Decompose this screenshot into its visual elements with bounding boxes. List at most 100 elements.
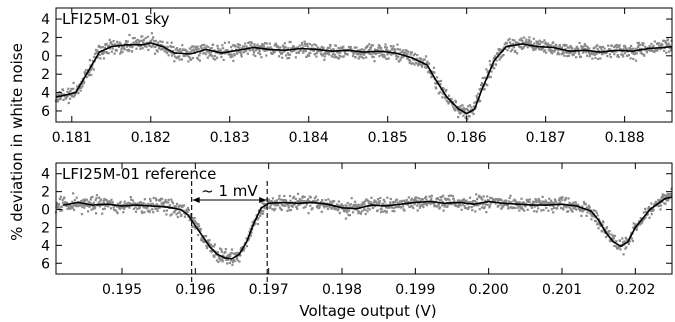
noise-point: [398, 48, 402, 51]
noise-point: [307, 212, 310, 215]
noise-point: [487, 199, 491, 202]
noise-point: [552, 211, 555, 214]
noise-point: [480, 206, 484, 209]
noise-point: [660, 195, 663, 199]
noise-point: [300, 199, 304, 202]
noise-point: [398, 204, 401, 207]
noise-point: [449, 98, 452, 101]
noise-point: [385, 57, 388, 61]
noise-point: [59, 96, 62, 99]
noise-point: [149, 203, 153, 206]
noise-point: [660, 197, 663, 200]
noise-point: [619, 47, 622, 51]
noise-point: [562, 51, 565, 54]
noise-point: [174, 55, 177, 58]
noise-point: [389, 45, 392, 48]
noise-point: [626, 54, 629, 58]
noise-point: [511, 48, 514, 51]
noise-point: [225, 258, 228, 261]
noise-point: [143, 211, 146, 214]
noise-point: [354, 203, 358, 206]
noise-point: [383, 200, 386, 203]
noise-point: [345, 204, 348, 208]
noise-point: [445, 88, 448, 92]
x-tick-label: 0.195: [102, 282, 142, 298]
noise-point: [541, 47, 545, 50]
noise-point: [138, 39, 142, 42]
noise-point: [592, 209, 595, 212]
noise-point: [188, 47, 191, 50]
noise-point: [304, 49, 308, 53]
noise-point: [300, 41, 304, 45]
noise-point: [461, 200, 464, 203]
noise-point: [71, 95, 74, 98]
noise-point: [568, 206, 572, 209]
noise-point: [149, 44, 152, 47]
noise-point: [462, 198, 465, 201]
noise-point: [103, 51, 106, 54]
noise-point: [200, 47, 204, 50]
noise-point: [637, 44, 640, 47]
noise-point: [111, 47, 114, 50]
noise-point: [171, 54, 174, 57]
noise-point: [561, 196, 564, 199]
noise-point: [574, 201, 577, 204]
noise-point: [447, 94, 451, 97]
noise-point: [625, 47, 628, 50]
noise-point: [417, 197, 421, 200]
noise-point: [523, 41, 526, 45]
noise-point: [532, 48, 535, 52]
panel-label: LFI25M-01 sky: [62, 10, 170, 28]
noise-point: [424, 195, 428, 198]
noise-point: [213, 54, 216, 58]
noise-point: [535, 40, 538, 43]
noise-point: [580, 45, 583, 48]
noise-point: [188, 55, 191, 59]
noise-point: [650, 213, 653, 216]
noise-point: [106, 200, 109, 203]
noise-point: [494, 63, 498, 66]
noise-point: [545, 206, 548, 209]
noise-point: [66, 90, 69, 93]
noise-point: [177, 205, 180, 208]
noise-point: [636, 225, 639, 228]
noise-point: [239, 254, 242, 257]
noise-point: [291, 46, 294, 49]
noise-point: [174, 206, 177, 209]
noise-point: [211, 43, 215, 46]
noise-point: [262, 43, 265, 47]
noise-point: [365, 56, 368, 59]
noise-point: [481, 198, 484, 201]
noise-point: [236, 259, 239, 262]
noise-point: [554, 200, 557, 203]
noise-point: [149, 39, 153, 43]
noise-point: [493, 56, 496, 59]
noise-point: [444, 97, 447, 100]
noise-point: [497, 199, 500, 202]
noise-point: [357, 49, 360, 52]
noise-point: [555, 44, 558, 47]
noise-point: [367, 51, 370, 55]
noise-point: [65, 201, 69, 205]
noise-point: [377, 46, 380, 49]
noise-point: [118, 41, 121, 44]
noise-point: [428, 62, 431, 65]
noise-point: [194, 221, 198, 224]
noise-point: [571, 47, 574, 50]
noise-point: [523, 44, 527, 47]
noise-point: [212, 245, 216, 248]
noise-point: [373, 199, 376, 202]
noise-point: [130, 198, 133, 201]
noise-point: [435, 76, 439, 79]
noise-point: [180, 58, 183, 61]
noise-point: [224, 52, 227, 55]
noise-point: [606, 55, 609, 58]
noise-point: [384, 206, 388, 209]
noise-point: [362, 53, 366, 56]
noise-point: [158, 45, 161, 49]
noise-point: [296, 46, 300, 49]
arrow-head: [259, 197, 267, 203]
noise-point: [397, 55, 400, 58]
noise-point: [304, 205, 307, 208]
noise-point: [529, 41, 532, 44]
